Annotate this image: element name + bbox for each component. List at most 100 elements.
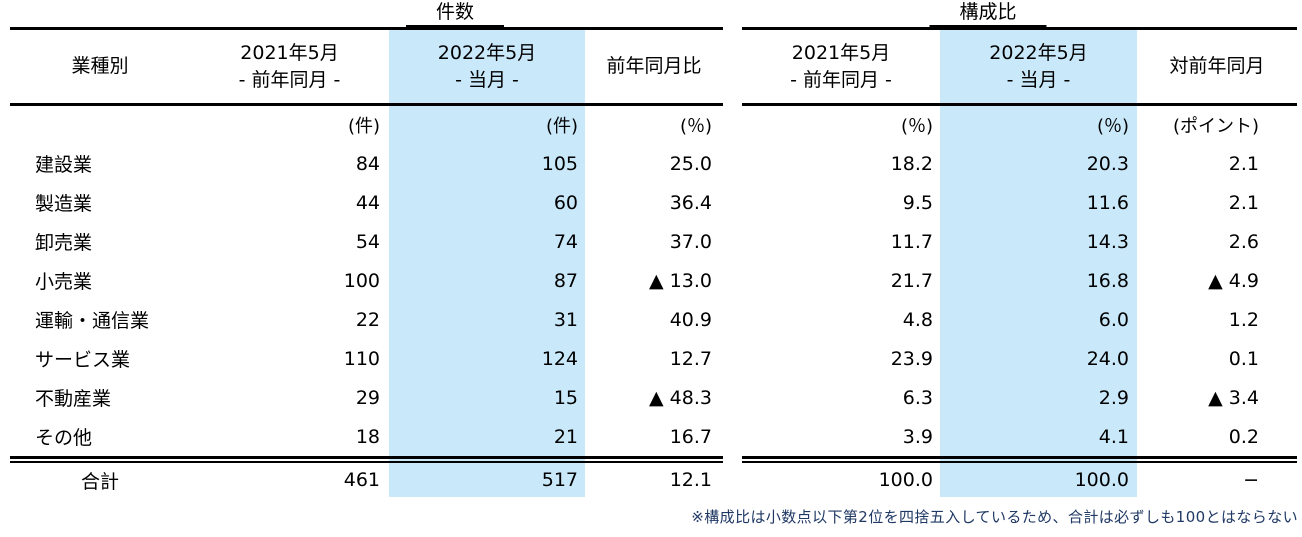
shares-table-title: 構成比: [742, 1, 1297, 27]
divider-cell: [1137, 456, 1297, 463]
total-count-cell: 12.1: [669, 469, 712, 491]
shares-current-month-header-line1: 2022年5月: [989, 41, 1088, 64]
total-share-cell: −: [1243, 469, 1259, 491]
share-cell: 16.8: [940, 261, 1137, 300]
row-label: 製造業: [35, 193, 93, 215]
table-row: その他 18 21 16.7: [10, 417, 723, 458]
shares-prev-year-header-line2: - 前年同月 -: [790, 68, 892, 91]
count-cell: 18: [355, 425, 380, 448]
total-label: 合計: [80, 470, 119, 493]
share-cell: 23.9: [890, 347, 933, 370]
count-cell: 16.7: [669, 425, 712, 448]
counts-current-month-header-line1: 2022年5月: [437, 41, 537, 64]
counts-table: 業種別 2021年5月 - 前年同月 - 2022年5月 - 当月 - 前年同月…: [10, 27, 723, 497]
count-cell: 22: [355, 308, 380, 331]
share-cell: 6.3: [902, 386, 933, 409]
count-cell: 110: [343, 347, 380, 370]
footnote: ※構成比は小数点以下第2位を四捨五入しているため、合計は必ずしも100とはならな…: [691, 508, 1298, 526]
count-cell: ▲ 13.0: [649, 269, 712, 292]
counts-yoy-ratio-header: 前年同月比: [585, 28, 723, 106]
shares-current-month-header: 2022年5月 - 当月 -: [940, 28, 1137, 106]
share-cell: 2.1: [1228, 191, 1259, 214]
share-cell: 24.0: [940, 339, 1137, 378]
table-row: 3.9 4.1 0.2: [742, 417, 1297, 458]
divider-cell: [585, 456, 723, 463]
table-row: 建設業 84 105 25.0: [10, 144, 723, 183]
share-cell: 21.7: [890, 269, 933, 292]
shares-current-month-header-line2: - 当月 -: [1006, 68, 1071, 91]
counts-prev-year-header-line1: 2021年5月: [240, 41, 339, 64]
share-cell: 20.3: [940, 144, 1137, 183]
count-cell: 40.9: [669, 308, 712, 331]
share-cell: 4.8: [902, 308, 933, 331]
table-row: 小売業 100 87 ▲ 13.0: [10, 261, 723, 300]
divider-cell: [742, 456, 940, 463]
share-cell: 0.1: [1228, 347, 1259, 370]
industry-column-header: 業種別: [10, 28, 190, 106]
table-row: 18.2 20.3 2.1: [742, 144, 1297, 183]
counts-units-row: (件) (件) (％): [10, 104, 723, 145]
total-divider: [742, 456, 1297, 463]
counts-current-month-header-line2: - 当月 -: [455, 68, 519, 91]
table-row: 4.8 6.0 1.2: [742, 300, 1297, 339]
shares-table-title-text: 構成比: [929, 1, 1047, 27]
total-row: 100.0 100.0 −: [742, 462, 1297, 497]
total-divider: [10, 456, 723, 463]
row-label: 不動産業: [35, 388, 112, 410]
unit-label: (件): [389, 104, 585, 144]
count-cell: 124: [389, 339, 585, 378]
share-cell: 4.1: [940, 417, 1137, 458]
divider-cell: [940, 456, 1137, 463]
count-cell: 60: [389, 183, 585, 222]
total-row: 合計 461 517 12.1: [10, 462, 723, 497]
share-cell: ▲ 4.9: [1208, 269, 1259, 292]
counts-header-row: 業種別 2021年5月 - 前年同月 - 2022年5月 - 当月 - 前年同月…: [10, 28, 723, 106]
share-cell: 14.3: [940, 222, 1137, 261]
count-cell: 100: [343, 269, 380, 292]
table-row: 6.3 2.9 ▲ 3.4: [742, 378, 1297, 417]
table-row: 製造業 44 60 36.4: [10, 183, 723, 222]
count-cell: 44: [355, 191, 380, 214]
share-cell: 1.2: [1228, 308, 1259, 331]
total-share-cell: 100.0: [940, 462, 1137, 497]
table-row: 9.5 11.6 2.1: [742, 183, 1297, 222]
counts-table-title: 件数: [10, 1, 723, 27]
count-cell: 105: [389, 144, 585, 183]
counts-table-section: 件数 業種別 2021年5月 - 前年同月 - 2022年5月 - 当月 -: [10, 1, 723, 497]
count-cell: 21: [389, 417, 585, 458]
counts-prev-year-header: 2021年5月 - 前年同月 -: [190, 28, 389, 106]
count-cell: 15: [389, 378, 585, 417]
share-cell: 6.0: [940, 300, 1137, 339]
table-row: 23.9 24.0 0.1: [742, 339, 1297, 378]
row-label: 卸売業: [35, 232, 93, 254]
unit-label: (ポイント): [1172, 116, 1259, 137]
table-row: 卸売業 54 74 37.0: [10, 222, 723, 261]
share-cell: 9.5: [902, 191, 933, 214]
share-cell: 3.9: [902, 425, 933, 448]
row-label: 建設業: [35, 154, 93, 176]
share-cell: 2.1: [1228, 152, 1259, 175]
unit-label: (％): [679, 116, 712, 137]
divider-cell: [10, 456, 190, 463]
count-cell: 31: [389, 300, 585, 339]
count-cell: 25.0: [669, 152, 712, 175]
share-cell: 11.6: [940, 183, 1137, 222]
count-cell: ▲ 48.3: [649, 386, 712, 409]
row-label: 小売業: [35, 271, 93, 293]
row-label: サービス業: [35, 349, 131, 371]
table-row: 運輸・通信業 22 31 40.9: [10, 300, 723, 339]
unit-label: (％): [900, 116, 933, 137]
units-empty-cell: [10, 105, 190, 145]
divider-cell: [389, 456, 585, 463]
shares-prev-year-header-line1: 2021年5月: [791, 41, 891, 64]
table-row: 不動産業 29 15 ▲ 48.3: [10, 378, 723, 417]
row-label: その他: [35, 427, 93, 449]
divider-cell: [190, 456, 389, 463]
total-share-cell: 100.0: [878, 469, 933, 491]
share-cell: ▲ 3.4: [1208, 386, 1259, 409]
count-cell: 12.7: [669, 347, 712, 370]
table-row: 11.7 14.3 2.6: [742, 222, 1297, 261]
shares-yoy-diff-header: 対前年同月: [1137, 28, 1297, 106]
count-cell: 54: [355, 230, 380, 253]
